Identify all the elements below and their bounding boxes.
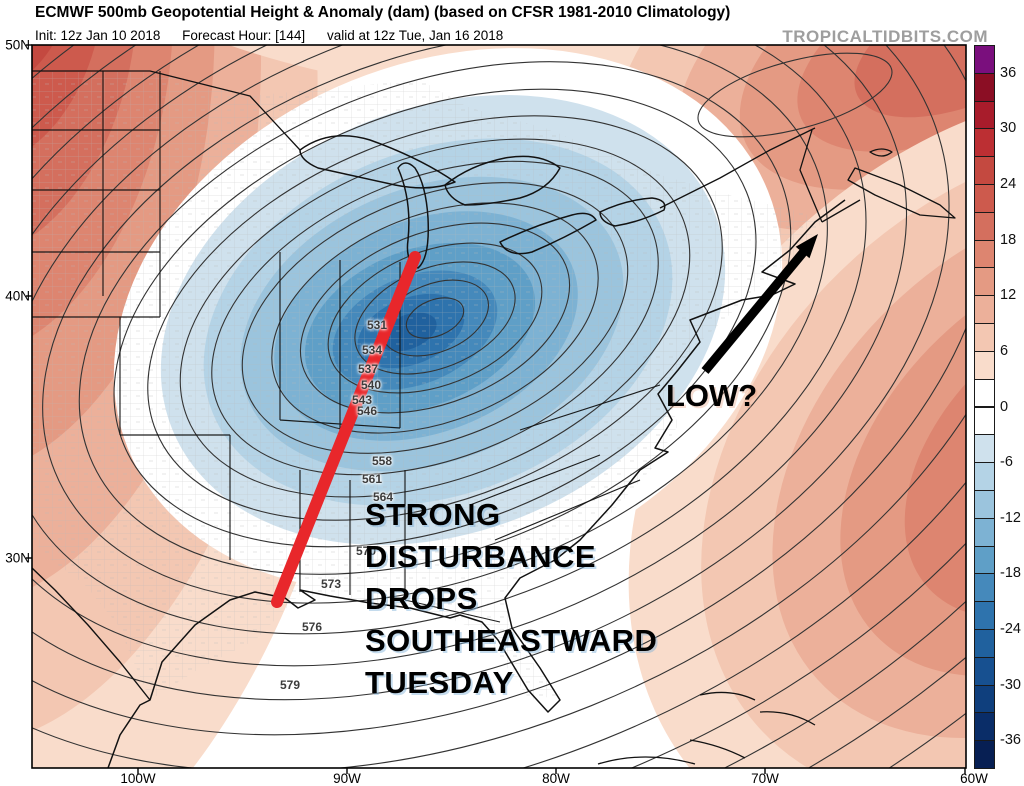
colorbar-tick-label: -12	[1000, 509, 1021, 526]
colorbar-cell	[974, 211, 995, 241]
colorbar-tick-label: 18	[1000, 231, 1017, 248]
colorbar-cell	[974, 601, 995, 630]
map-border	[31, 44, 967, 769]
disturbance-text-line: SOUTHEASTWARD	[365, 623, 658, 658]
lon-tick-label: 70W	[751, 771, 779, 786]
contour-value-label: 540	[360, 378, 382, 392]
lon-tick-label: 60W	[960, 771, 988, 786]
low-arrow	[701, 246, 810, 374]
colorbar-cell	[974, 378, 995, 408]
colorbar-cell	[974, 545, 995, 575]
anomaly-band	[854, 45, 966, 118]
colorbar-cell	[974, 489, 995, 519]
colorbar-cell	[974, 128, 995, 158]
contour-value-label: 558	[371, 454, 393, 468]
colorbar-tick-label: -24	[1000, 620, 1021, 637]
colorbar-cell	[974, 684, 995, 714]
chart-subtitle: Init: 12z Jan 10 2018 Forecast Hour: [14…	[35, 28, 521, 43]
disturbance-text-line: STRONG	[365, 497, 501, 532]
annotation-graphics	[271, 234, 818, 608]
forecast-hour-label: Forecast Hour: [144]	[182, 28, 306, 43]
contour-value-label: 573	[320, 577, 342, 591]
colorbar-tick-label: -30	[1000, 676, 1021, 693]
colorbar-cell	[974, 184, 995, 213]
colorbar-tick-label: 24	[1000, 176, 1017, 193]
colorbar-cell	[974, 239, 995, 269]
colorbar-cell	[974, 434, 995, 464]
lon-tick-label: 100W	[120, 771, 156, 786]
contour-value-label: 564	[372, 490, 394, 504]
colorbar-cell	[974, 628, 995, 658]
colorbar-tick-label: 12	[1000, 287, 1017, 304]
annotation-low-text: LOW?	[666, 378, 758, 413]
colorbar-cell	[974, 740, 995, 769]
contour-value-label: 576	[301, 620, 323, 634]
colorbar-cell	[974, 712, 995, 742]
colorbar-cell	[974, 350, 995, 380]
lat-tick-label: 30N	[5, 550, 30, 566]
colorbar-cell	[974, 100, 995, 130]
colorbar-cell	[974, 573, 995, 603]
contour-value-label: 537	[357, 362, 379, 376]
init-time-label: Init: 12z Jan 10 2018	[35, 28, 161, 43]
contour-value-label: 534	[361, 343, 383, 357]
disturbance-text-line: DROPS	[365, 581, 478, 616]
contour-value-label: 546	[356, 404, 378, 418]
colorbar-cell	[974, 45, 995, 74]
colorbar-cell	[974, 267, 995, 297]
colorbar-cell	[974, 462, 995, 491]
lon-tick-label: 90W	[333, 771, 361, 786]
colorbar-tick-label: 30	[1000, 120, 1017, 137]
watermark: TROPICALTIDBITS.COM	[782, 27, 988, 46]
lat-tick-label: 40N	[5, 288, 30, 304]
axis-ticks	[26, 44, 966, 774]
red-trough-line	[271, 251, 421, 608]
colorbar-tick-label: -18	[1000, 565, 1021, 582]
colorbar-cell	[974, 656, 995, 686]
colorbar-cell	[974, 517, 995, 547]
low-arrow-head	[795, 234, 818, 259]
lon-tick-label: 80W	[542, 771, 570, 786]
colorbar-cell	[974, 323, 995, 352]
disturbance-text-line: TUESDAY	[365, 665, 514, 700]
colorbar-tick-label: 6	[1000, 342, 1009, 359]
colorbar-tick-label: -36	[1000, 732, 1021, 749]
disturbance-text-line: DISTURBANCE	[365, 539, 597, 574]
colorbar-cell	[974, 295, 995, 325]
colorbar-cell	[974, 72, 995, 102]
lat-tick-label: 50N	[5, 37, 30, 53]
colorbar-cell	[974, 406, 995, 436]
colorbar-tick-label: 36	[1000, 64, 1017, 81]
contour-value-label: 543	[351, 393, 373, 407]
colorbar-tick-label: 0	[1000, 398, 1009, 415]
contour-value-label: 561	[361, 472, 383, 486]
colorbar-tick-label: -6	[1000, 454, 1013, 471]
contour-value-label: 570	[355, 544, 377, 558]
colorbar-cell	[974, 156, 995, 186]
chart-title: ECMWF 500mb Geopotential Height & Anomal…	[35, 4, 731, 21]
contour-value-label: 579	[279, 678, 301, 692]
contour-value-label: 531	[366, 318, 388, 332]
valid-time-label: valid at 12z Tue, Jan 16 2018	[326, 28, 504, 43]
